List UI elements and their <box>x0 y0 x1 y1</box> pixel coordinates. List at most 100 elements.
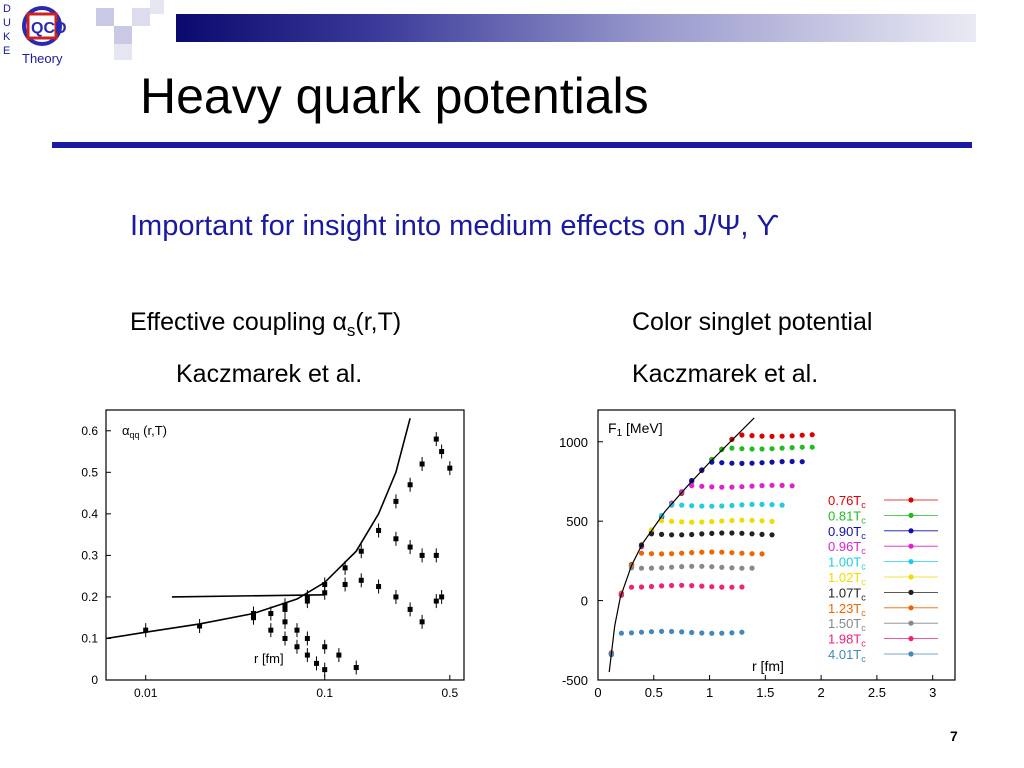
right-data-point <box>759 483 765 489</box>
right-data-point <box>789 483 795 489</box>
right-plot-frame <box>597 409 956 681</box>
left-data-point <box>393 536 399 542</box>
right-data-point <box>648 629 655 635</box>
right-legend-marker <box>908 497 914 503</box>
logo-word: Theory <box>22 51 63 66</box>
right-data-point <box>729 484 735 490</box>
right-data-point <box>669 518 675 524</box>
right-data-point <box>659 628 665 634</box>
left-data-point <box>447 465 453 471</box>
right-legend-label-main: 1.00T <box>828 555 861 570</box>
left-data-point <box>393 594 399 600</box>
right-data-point <box>679 532 685 538</box>
left-data-point <box>304 635 310 641</box>
left-data-point <box>304 652 310 658</box>
right-legend-label-sub: c <box>861 623 866 633</box>
right-data-point <box>669 582 675 589</box>
right-legend-label: 1.07Tc <box>828 585 866 602</box>
left-data-point <box>376 527 382 533</box>
left-data-point <box>322 644 328 650</box>
left-xtick-label: 0.1 <box>316 686 333 700</box>
left-ytick-label: 0.1 <box>81 631 98 645</box>
right-data-point <box>729 460 735 466</box>
logo-letter-d: D <box>3 3 11 15</box>
right-data-point <box>719 630 725 636</box>
right-data-point <box>709 584 715 590</box>
right-legend-marker <box>908 512 914 518</box>
left-data-point <box>393 498 399 504</box>
right-data-point <box>749 517 755 523</box>
left-data-point <box>282 635 288 641</box>
right-data-point <box>648 583 655 590</box>
left-theory-curve <box>171 594 325 598</box>
left-data-point <box>336 652 342 658</box>
left-data-point <box>342 565 348 571</box>
alpha-coupling-plot: αqq (r,T) r [fm] 0 0.1 0.2 0.3 0.4 0.5 0.6 0.0… <box>81 409 465 700</box>
right-data-point <box>699 563 705 569</box>
left-data-point <box>342 581 348 587</box>
left-ytick-label: 0 <box>91 673 98 687</box>
right-legend-label: 1.98Tc <box>828 632 866 649</box>
left-ytick-label: 0.5 <box>81 465 98 479</box>
right-data-point <box>659 531 665 537</box>
right-plot-ylabel-sub: 1 <box>617 428 623 439</box>
right-xtick-label: 2.5 <box>868 685 886 700</box>
left-data-point <box>314 660 320 666</box>
right-data-point <box>729 530 735 536</box>
right-data-point <box>719 484 725 490</box>
right-data-point <box>749 501 755 507</box>
right-data-point <box>689 550 695 556</box>
right-data-point <box>699 483 705 489</box>
right-data-point <box>739 517 745 523</box>
left-data-point <box>353 665 359 671</box>
right-legend-label-main: 1.07T <box>828 585 861 600</box>
right-legend-label-main: 0.81T <box>828 508 861 523</box>
right-ytick-label: -500 <box>562 673 588 688</box>
right-data-point <box>769 446 775 452</box>
left-plot-ylabel: αqq (r,T) <box>122 423 167 440</box>
left-plot-label-main: Effective coupling α <box>130 308 347 336</box>
right-data-point <box>729 445 735 451</box>
left-data-point <box>419 619 425 625</box>
right-legend-label-main: 4.01T <box>828 647 861 662</box>
right-data-point <box>699 549 705 555</box>
left-data-point <box>197 623 203 629</box>
left-data-point <box>268 611 274 617</box>
right-data-point <box>628 630 635 636</box>
right-plot-ylabel-main: F <box>608 420 617 436</box>
right-data-point <box>779 433 785 439</box>
right-data-point <box>749 460 755 466</box>
right-data-point <box>638 629 645 635</box>
right-data-point <box>719 503 725 509</box>
right-data-point <box>749 483 755 489</box>
right-legend-label-sub: c <box>861 500 866 510</box>
right-data-point <box>659 565 665 571</box>
right-legend-label-sub: c <box>861 592 866 602</box>
right-ytick-label: 0 <box>581 594 588 609</box>
left-ytick-label: 0.4 <box>81 507 98 521</box>
right-legend-label-sub: c <box>861 654 866 664</box>
right-data-point <box>709 519 715 525</box>
right-data-point <box>739 432 745 438</box>
right-legend-marker <box>908 605 914 611</box>
right-legend-label: 0.90Tc <box>828 524 866 541</box>
right-legend-label-sub: c <box>861 639 866 649</box>
right-data-point <box>729 565 735 571</box>
left-data-point <box>282 619 288 625</box>
right-legend-marker <box>908 589 914 595</box>
right-data-point <box>679 550 685 556</box>
right-data-point <box>729 630 735 636</box>
right-xtick-label: 1 <box>706 685 713 700</box>
right-data-point <box>739 530 745 536</box>
right-data-point <box>638 584 645 590</box>
right-data-point <box>729 550 735 556</box>
left-theory-curve <box>105 418 411 640</box>
right-plot-ylabel-tail: [MeV] <box>622 420 662 436</box>
right-legend-marker <box>908 528 914 534</box>
right-data-point <box>809 432 815 438</box>
right-data-point <box>759 531 765 537</box>
right-data-point <box>699 519 705 525</box>
right-legend-label-main: 1.23T <box>828 601 861 616</box>
right-data-point <box>689 503 695 509</box>
left-data-point <box>419 461 425 467</box>
